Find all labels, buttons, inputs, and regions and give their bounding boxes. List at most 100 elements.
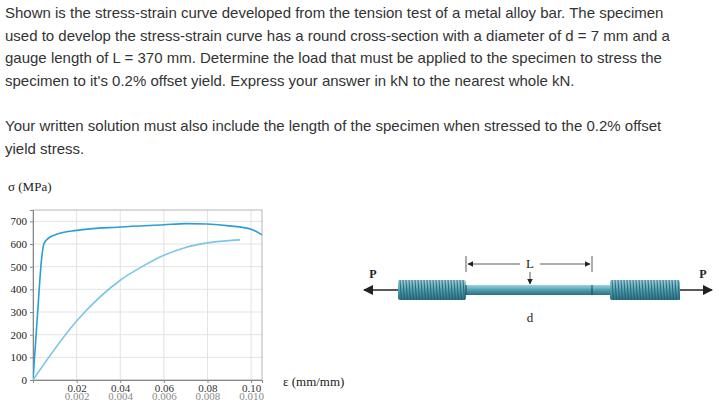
thread-line <box>445 280 447 300</box>
thread-line <box>415 280 417 300</box>
thread-line <box>648 280 650 300</box>
thread-line <box>618 280 620 300</box>
thread-line <box>430 280 432 300</box>
grid-line-y <box>33 221 262 222</box>
grid-line-x <box>251 210 252 380</box>
thread-line <box>400 280 402 300</box>
x2-tick: 0.010 <box>239 380 264 402</box>
grid-line-y <box>33 334 262 335</box>
page: Shown is the stress-strain curve develop… <box>0 0 719 413</box>
x2-tick-label: 0.002 <box>65 390 90 402</box>
gauge-mark <box>592 285 593 295</box>
thread-line <box>439 280 441 300</box>
thread-line <box>409 280 411 300</box>
thread-line <box>639 280 641 300</box>
dimension-line <box>540 264 590 265</box>
dimension-line <box>468 264 520 265</box>
thread-line <box>406 280 408 300</box>
y-tick: 600 <box>11 238 34 250</box>
thread-line <box>672 280 674 300</box>
grid-line-x <box>163 210 164 380</box>
grid-line-x <box>76 210 77 380</box>
thread-line <box>642 280 644 300</box>
x2-tick: 0.004 <box>108 380 133 402</box>
paragraph-line: Shown is the stress-strain curve develop… <box>5 4 663 21</box>
y-tick-mark <box>30 267 33 268</box>
thread-line <box>669 280 671 300</box>
y-tick-label: 0 <box>22 374 28 386</box>
y-tick-label: 500 <box>11 261 28 273</box>
thread-line <box>412 280 414 300</box>
x2-axis: 0.0020.0040.0060.0080.010 <box>34 380 265 402</box>
paragraph-line: used to develop the stress-strain curve … <box>5 27 671 44</box>
thread-line <box>660 280 662 300</box>
x2-tick: 0.008 <box>196 380 221 402</box>
thread-line <box>630 280 632 300</box>
thread-line <box>454 280 456 300</box>
grid-line-x <box>120 210 121 380</box>
y-tick-mark <box>30 312 33 313</box>
y-tick-mark <box>30 244 33 245</box>
paragraph-line: gauge length of L = 370 mm. Determine th… <box>5 49 662 66</box>
thread-line <box>675 280 677 300</box>
y-tick: 500 <box>11 261 34 273</box>
thread-line <box>678 280 680 300</box>
dimension-extension <box>592 256 593 272</box>
x2-tick-label: 0.008 <box>196 390 221 402</box>
y-tick-label: 300 <box>11 306 28 318</box>
x2-tick: 0.002 <box>65 380 90 402</box>
grid-line-y <box>33 244 262 245</box>
thread-line <box>621 280 623 300</box>
thread-line <box>624 280 626 300</box>
thread-line <box>633 280 635 300</box>
thread-line <box>448 280 450 300</box>
y-tick-mark <box>30 289 33 290</box>
dimension-extension <box>466 256 467 272</box>
y-axis-line <box>30 211 34 381</box>
thread-line <box>451 280 453 300</box>
y-tick-label: 400 <box>11 283 28 295</box>
thread-line <box>657 280 659 300</box>
thread-line <box>651 280 653 300</box>
threaded-grip <box>610 280 680 300</box>
thread-line <box>421 280 423 300</box>
diameter-label: d <box>527 310 534 325</box>
load-label-right: P <box>699 267 706 281</box>
thread-line <box>433 280 435 300</box>
thread-line <box>645 280 647 300</box>
paragraph-line: Your written solution must also include … <box>5 117 662 134</box>
y-tick-label: 600 <box>11 238 28 250</box>
thread-line <box>457 280 459 300</box>
y-tick: 0 <box>22 374 34 386</box>
x2-tick-label: 0.004 <box>108 390 133 402</box>
stress-strain-curve <box>33 240 240 380</box>
diameter-pointer <box>530 272 531 284</box>
series-group <box>33 224 262 380</box>
y-axis-title: σ (MPa) <box>8 179 51 194</box>
y-tick: 400 <box>11 283 34 295</box>
thread-line <box>460 280 462 300</box>
x2-axis-line <box>34 380 263 381</box>
thread-line <box>627 280 629 300</box>
thread-line <box>442 280 444 300</box>
thread-line <box>436 280 438 300</box>
y-axis: 0 100 200 300 400 500 600 700 <box>11 211 34 387</box>
grid <box>33 210 262 380</box>
thread-line <box>424 280 426 300</box>
plot-frame <box>33 210 262 380</box>
threaded-grip <box>398 280 466 300</box>
chart: 01002003004005006007000.020.040.060.080.… <box>8 179 344 402</box>
thread-line <box>636 280 638 300</box>
grid-line-x <box>207 210 208 380</box>
y-tick: 700 <box>11 215 34 227</box>
y-tick-mark <box>30 380 33 381</box>
y-tick: 100 <box>11 351 34 363</box>
thread-line <box>403 280 405 300</box>
grid-line-y <box>33 312 262 313</box>
x-axis-title: ε (mm/mm) <box>283 374 344 389</box>
y-tick-label: 200 <box>11 329 28 341</box>
thread-line <box>666 280 668 300</box>
gauge-shaft <box>466 285 610 295</box>
y-tick-mark <box>30 335 33 336</box>
paragraph-line: yield stress. <box>5 140 84 157</box>
